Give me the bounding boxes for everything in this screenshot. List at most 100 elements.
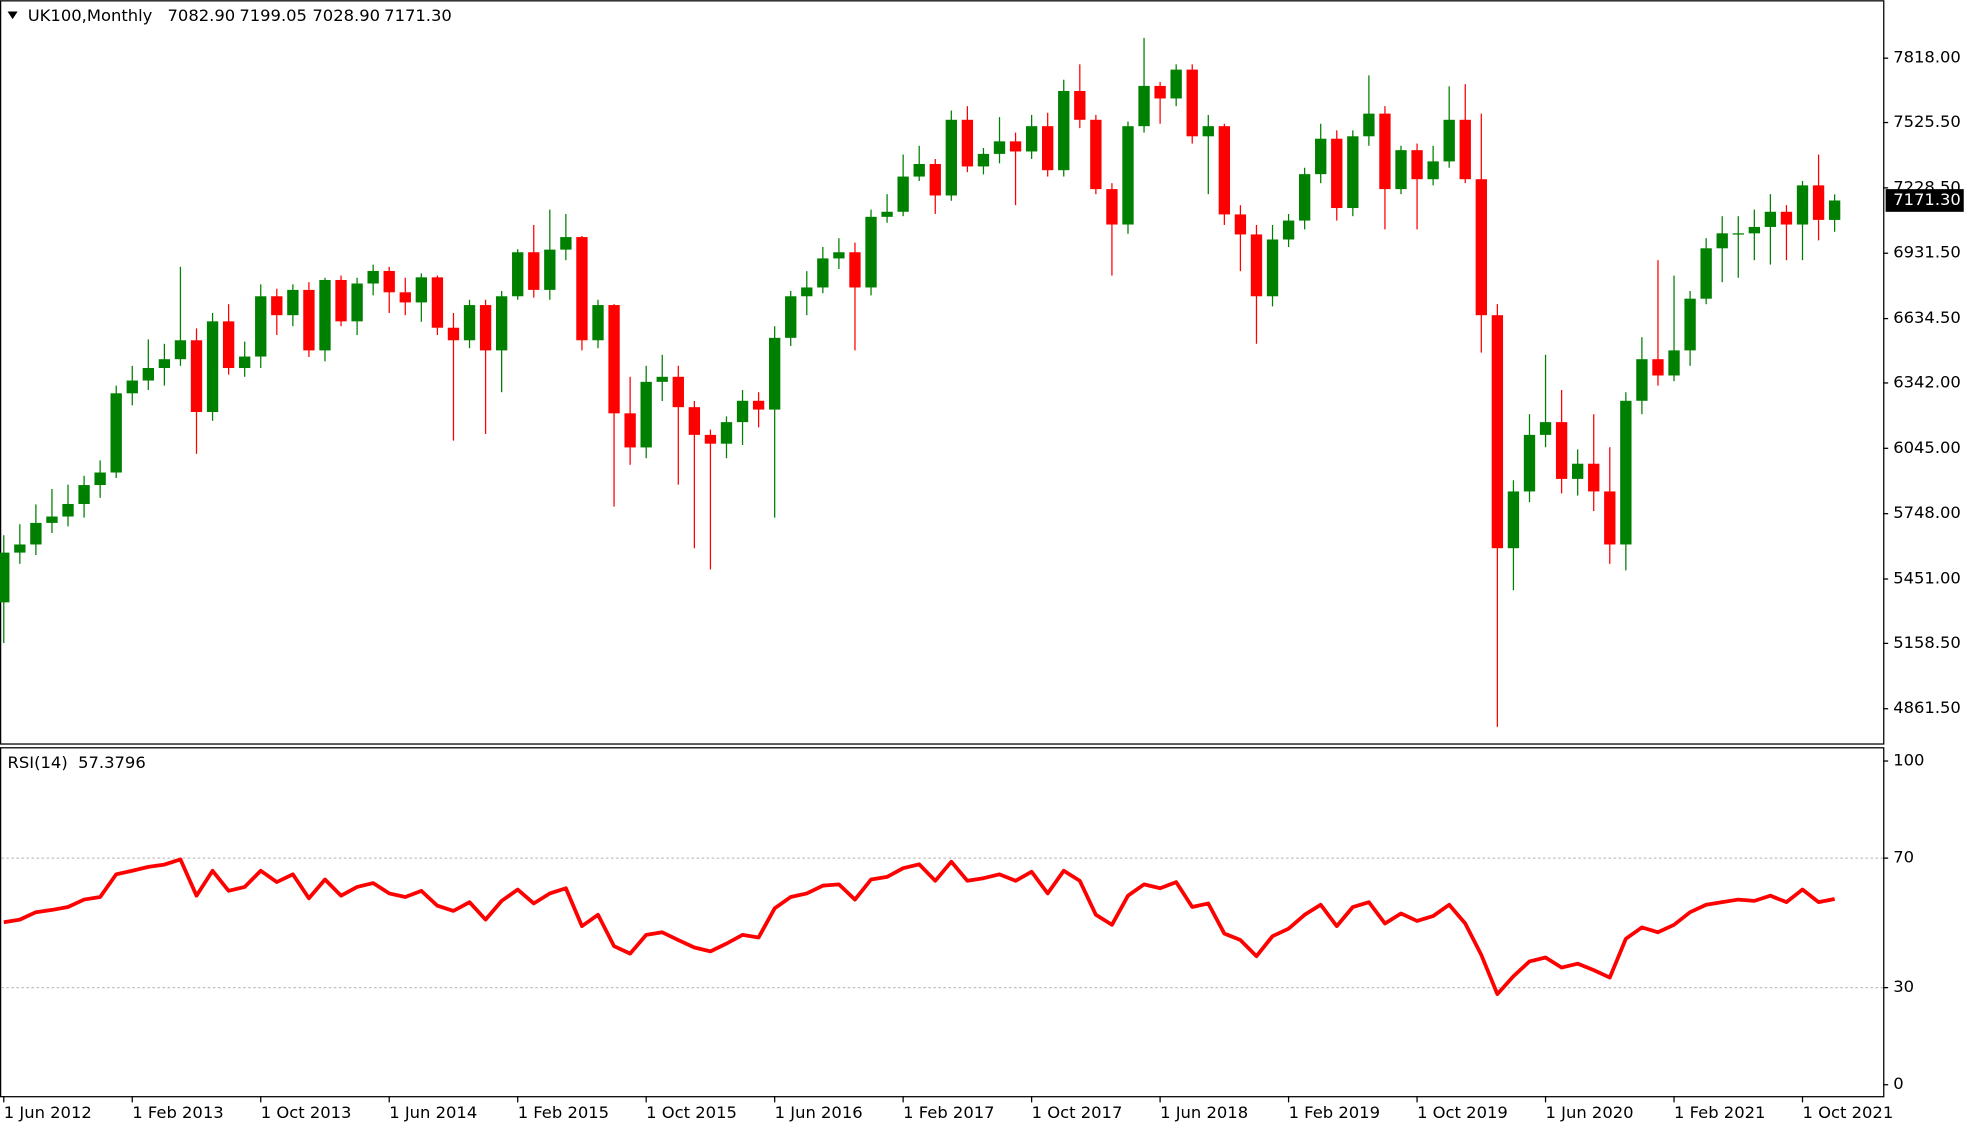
candle-body [592, 305, 604, 341]
candle-body [1780, 211, 1793, 225]
candle-body [672, 376, 684, 408]
x-tick-label: 1 Oct 2019 [1417, 1103, 1508, 1122]
candle-body [512, 252, 524, 297]
ohlc-open: 7082.90 [168, 6, 236, 25]
candle-body [833, 252, 845, 259]
candle-body [431, 277, 444, 328]
candle-body [865, 216, 877, 288]
x-tick-label: 1 Jun 2014 [389, 1103, 477, 1122]
x-tick-label: 1 Oct 2013 [261, 1103, 352, 1122]
candle-body [1347, 136, 1359, 209]
candle-body [415, 277, 428, 303]
candle-body [929, 164, 941, 196]
candle-body [1202, 126, 1214, 137]
rsi-panel [0, 747, 1885, 1098]
candle-body [142, 367, 154, 381]
candle-body [1074, 90, 1086, 120]
candle-body [913, 164, 925, 177]
candle-body [752, 400, 765, 410]
candle-body [1138, 85, 1150, 127]
x-tick-label: 1 Jun 2012 [4, 1103, 92, 1122]
candle-body [1106, 189, 1118, 225]
x-tick-label: 1 Jun 2016 [775, 1103, 863, 1122]
candle-body [576, 237, 588, 341]
ohlc-close: 7171.30 [384, 6, 452, 25]
candle-body [1700, 248, 1712, 299]
y-tick-label: 6045.00 [1893, 438, 1961, 457]
candle-body [1122, 126, 1134, 225]
candle-body [1379, 113, 1391, 190]
candle-body [1652, 359, 1664, 376]
candle-body [351, 283, 363, 322]
y-tick-label: 30 [1893, 977, 1914, 996]
candle-body [14, 544, 26, 553]
candle-body [1363, 113, 1375, 137]
last-price-box [1885, 189, 1964, 212]
candle-body [174, 340, 187, 360]
candle-body [206, 321, 219, 413]
candle-body [1218, 126, 1231, 215]
y-tick-label: 6342.00 [1893, 372, 1961, 391]
candle-body [1523, 434, 1536, 492]
candle-body [0, 552, 10, 603]
x-tick-label: 1 Oct 2017 [1032, 1103, 1123, 1122]
candle-body [367, 270, 379, 284]
rsi-value: 57.3796 [78, 753, 146, 772]
ohlc-high: 7199.05 [239, 6, 307, 25]
x-tick-label: 1 Jun 2020 [1546, 1103, 1634, 1122]
candle-body [993, 141, 1006, 154]
candle-body [1234, 214, 1247, 235]
x-tick-label: 1 Jun 2018 [1160, 1103, 1248, 1122]
y-tick-label: 6634.50 [1893, 308, 1961, 327]
candle-body [463, 305, 476, 341]
y-tick-label: 5748.00 [1893, 503, 1961, 522]
candle-body [977, 153, 990, 167]
candle-body [560, 237, 572, 250]
y-tick-label: 0 [1893, 1074, 1903, 1093]
candle-body [1507, 491, 1520, 549]
candle-body [1475, 179, 1487, 316]
candle-body [1636, 359, 1648, 401]
candle-body [158, 359, 171, 368]
candle-body [46, 516, 58, 523]
candle-body [801, 287, 813, 297]
candle-body [1282, 220, 1295, 240]
candle-body [720, 422, 733, 444]
menu-arrow[interactable] [7, 11, 18, 20]
candle-body [190, 340, 203, 413]
candle-body [239, 356, 251, 368]
candle-body [1090, 119, 1102, 190]
y-tick-label: 7525.50 [1893, 112, 1961, 131]
x-tick-label: 1 Feb 2019 [1289, 1103, 1380, 1122]
candle-body [1732, 233, 1744, 235]
candle-body [736, 400, 749, 423]
candle-body [1491, 315, 1504, 549]
y-tick-label: 6931.50 [1893, 243, 1961, 262]
y-tick-label: 4861.50 [1893, 698, 1961, 717]
candle-body [656, 376, 668, 382]
candle-body [1154, 85, 1166, 99]
candle-body [768, 337, 781, 410]
candle-body [1025, 126, 1038, 152]
candle-body [1572, 463, 1584, 479]
candle-body [126, 380, 138, 394]
candle-body [1812, 185, 1825, 220]
candle-body [849, 252, 861, 288]
candle-body [303, 289, 315, 351]
candle-body [961, 119, 974, 167]
candle-body [1266, 239, 1279, 297]
candle-body [1716, 233, 1728, 249]
candle-body [1539, 422, 1552, 435]
candle-body [1555, 422, 1568, 479]
candle-body [287, 289, 299, 316]
candle-body [495, 296, 508, 351]
candle-body [62, 503, 74, 517]
candle-body [30, 522, 42, 545]
candle-body [1042, 126, 1054, 171]
candle-body [881, 211, 893, 217]
x-tick-label: 1 Oct 2015 [646, 1103, 737, 1122]
ohlc-low: 7028.90 [312, 6, 380, 25]
candle-body [1315, 138, 1327, 175]
x-tick-label: 1 Feb 2015 [518, 1103, 609, 1122]
